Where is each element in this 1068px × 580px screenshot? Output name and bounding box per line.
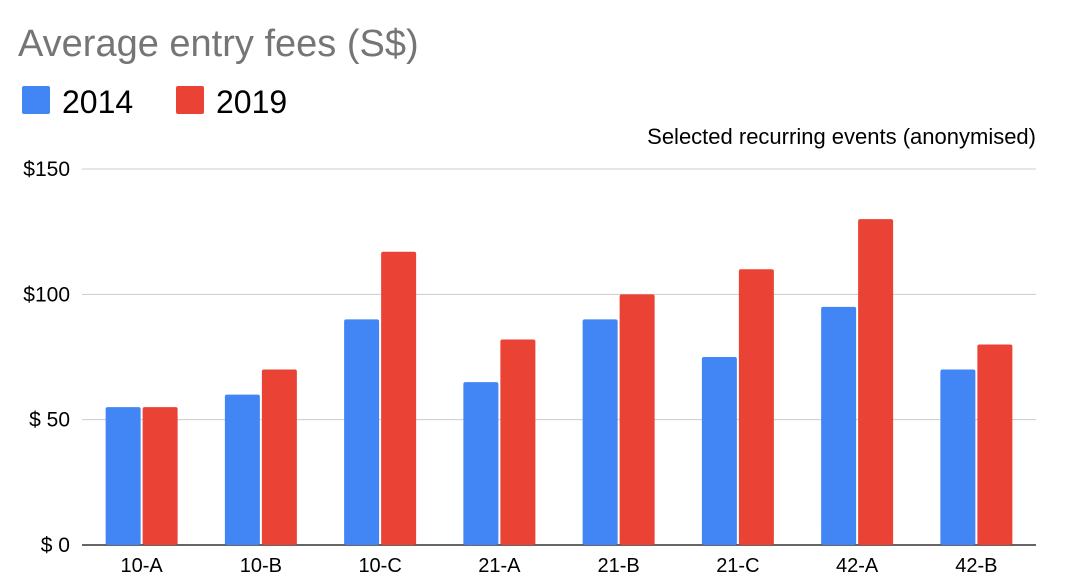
chart-subtitle: Selected recurring events (anonymised)	[647, 124, 1036, 149]
bar-2014-21-C	[701, 357, 737, 545]
bar-2019-42-B	[977, 344, 1013, 545]
bars	[105, 219, 1013, 545]
y-tick-label: $ 50	[29, 409, 70, 432]
bar-2019-10-C	[381, 251, 417, 545]
bar-2019-10-A	[142, 407, 178, 545]
x-tick-label: 21-C	[716, 555, 759, 577]
bar-2014-42-A	[821, 306, 857, 545]
y-axis-ticks: $ 0 $ 50 $100 $150	[23, 158, 70, 557]
legend-label-2014: 2014	[62, 84, 133, 120]
bar-2014-10-A	[105, 407, 141, 545]
x-tick-label: 42-A	[836, 555, 879, 577]
y-tick-label: $100	[23, 283, 70, 306]
bar-2014-21-B	[582, 319, 618, 545]
y-tick-label: $150	[23, 158, 70, 181]
x-tick-label: 10-B	[240, 555, 282, 577]
legend-swatch-2019	[176, 86, 204, 114]
chart-title: Average entry fees (S$)	[18, 23, 419, 65]
legend-swatch-2014	[22, 86, 50, 114]
bar-2019-21-B	[619, 294, 655, 545]
bar-2014-21-A	[463, 382, 499, 545]
x-tick-label: 10-A	[121, 555, 164, 577]
x-tick-label: 42-B	[955, 555, 997, 577]
y-tick-label: $ 0	[41, 534, 70, 557]
x-tick-label: 10-C	[358, 555, 401, 577]
bar-2019-21-C	[738, 269, 774, 545]
legend-label-2019: 2019	[216, 84, 287, 120]
bar-2014-42-B	[940, 369, 976, 545]
x-axis-ticks: 10-A 10-B 10-C 21-A 21-B 21-C 42-A 42-B	[121, 555, 998, 577]
legend: 2014 2019	[22, 84, 287, 120]
bar-2019-21-A	[500, 339, 536, 545]
x-tick-label: 21-A	[478, 555, 521, 577]
bar-2014-10-B	[224, 394, 260, 545]
x-tick-label: 21-B	[598, 555, 640, 577]
bar-2019-10-B	[261, 369, 297, 545]
bar-2014-10-C	[344, 319, 380, 545]
bar-2019-42-A	[858, 219, 894, 545]
